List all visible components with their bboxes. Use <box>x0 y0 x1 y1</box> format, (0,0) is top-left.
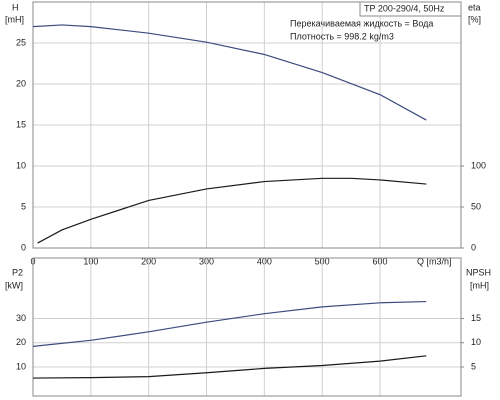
chart-title: TP 200-290/4, 50Hz <box>364 3 445 13</box>
y2-tick-label: 100 <box>471 160 486 170</box>
y2-axis-label: [%] <box>468 14 481 24</box>
curve <box>32 300 427 347</box>
curve <box>32 24 427 121</box>
plot-frame <box>32 257 462 397</box>
y-tick-label: 0 <box>21 242 26 252</box>
y-axis-label: [mH] <box>5 14 24 24</box>
y-tick-label: 20 <box>16 337 26 347</box>
curve <box>32 355 427 379</box>
y2-tick-label: 5 <box>471 361 476 371</box>
y-tick-label: 25 <box>16 37 26 47</box>
plot-frame <box>32 1 462 249</box>
y-tick-label: 10 <box>16 361 26 371</box>
y-tick-label: 30 <box>16 313 26 323</box>
y2-tick-label: 0 <box>471 242 476 252</box>
y-tick-label: 20 <box>16 78 26 88</box>
y2-tick-label: 50 <box>471 201 481 211</box>
y-axis-label: P2 <box>12 267 23 277</box>
curve <box>37 177 427 244</box>
y2-axis-label: [mH] <box>470 280 489 290</box>
title-box <box>359 1 462 17</box>
y2-axis-label: NPSH <box>466 267 491 277</box>
y2-axis-label: eta <box>468 2 481 12</box>
x-axis-label: Q [m3/h] <box>417 256 452 266</box>
y2-tick-label: 10 <box>471 337 481 347</box>
y-tick-label: 5 <box>21 201 26 211</box>
y-tick-label: 10 <box>16 160 26 170</box>
x-label-bg <box>414 256 458 268</box>
annotation: Перекачиваемая жидкость = Вода <box>290 18 433 28</box>
y-axis-label: [kW] <box>5 280 23 290</box>
annotation: Плотность = 998.2 kg/m3 <box>290 31 394 41</box>
y-axis-label: H <box>12 2 19 12</box>
y-tick-label: 15 <box>16 119 26 129</box>
y2-tick-label: 15 <box>471 313 481 323</box>
